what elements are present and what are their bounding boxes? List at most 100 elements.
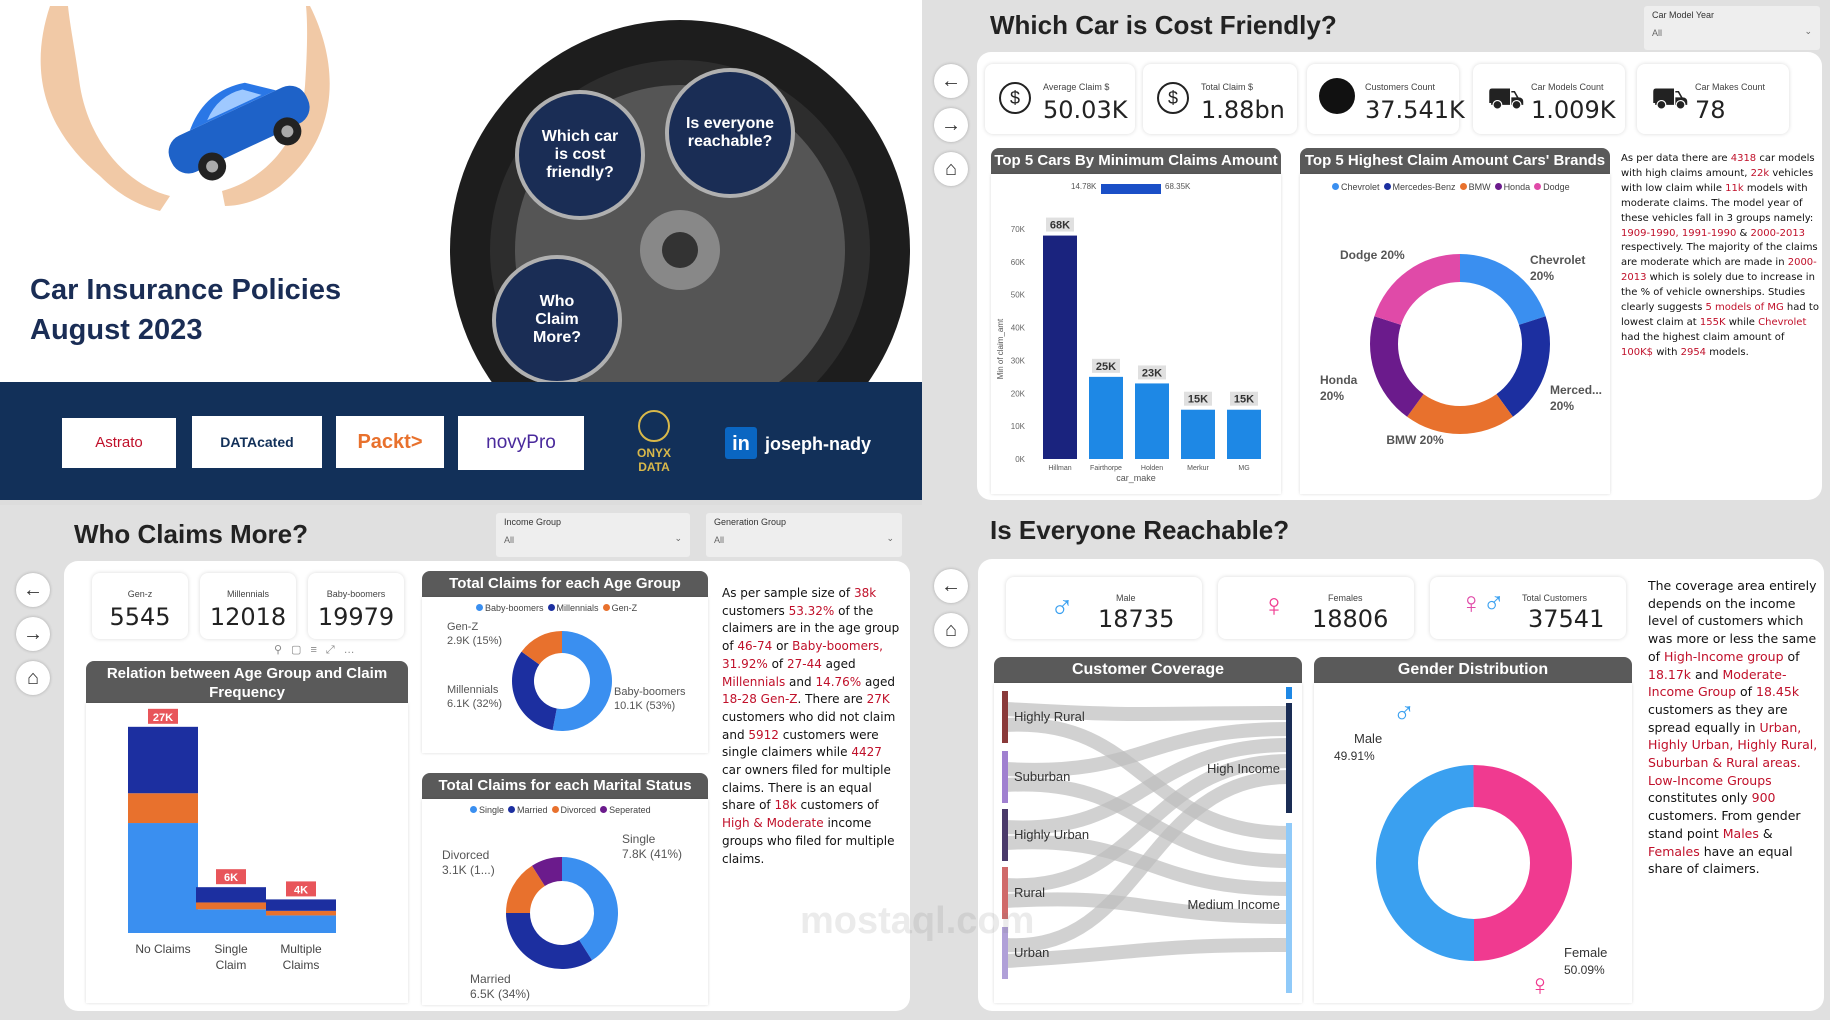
slice-label: Chevrolet (1530, 253, 1585, 267)
cost-friendly-card: $ Average Claim $50.03K $ Total Claim $1.8… (977, 52, 1822, 500)
legend-item[interactable]: Mercedes-Benz (1380, 182, 1456, 192)
range-slider[interactable]: 14.78K 68.35K (1071, 182, 1221, 196)
stack-segment (128, 793, 198, 824)
x-tick-label: Claim (216, 958, 247, 972)
forward-arrow-icon[interactable]: → (934, 108, 968, 142)
summary-text-run: . There are (797, 692, 867, 707)
summary-text-run: customers of (796, 798, 879, 813)
stacked-bar-chart: 27K No Claims 6K Single Claim 4K Multiple Claim… (128, 708, 336, 972)
sankey-link (1005, 738, 1290, 835)
y-tick-label: 10K (1011, 422, 1026, 431)
cost-friendly-title: Which Car is Cost Friendly? (990, 10, 1337, 40)
legend-item[interactable]: Divorced (548, 805, 596, 815)
donut-slice (1370, 316, 1424, 417)
donut-slice (1496, 316, 1550, 417)
data-label: 15K (1234, 394, 1254, 406)
visual-toolbar[interactable]: ⚲▢≡⤢… (274, 644, 364, 656)
generation-group-slicer[interactable]: Generation Group All ⌄ (706, 513, 902, 557)
donut-slice (562, 857, 618, 961)
slice-label: 50.09% (1564, 963, 1605, 977)
legend-item[interactable]: Dodge (1530, 182, 1570, 192)
sankey-node (1286, 687, 1292, 699)
summary-text-run: Baby-boomers, 31.92% (722, 639, 883, 671)
data-label: 68K (1050, 220, 1070, 232)
slice-label: Dodge 20% (1340, 248, 1405, 262)
y-tick-label: 70K (1011, 225, 1026, 234)
back-arrow-icon[interactable]: ← (934, 569, 968, 603)
dollar-icon: $ (1157, 82, 1189, 114)
car-model-year-slicer[interactable]: Car Model Year All ⌄ (1644, 6, 1820, 50)
sankey-link (1005, 717, 1290, 840)
back-arrow-icon[interactable]: ← (16, 573, 50, 607)
forward-arrow-icon[interactable]: → (16, 617, 50, 651)
legend-item[interactable]: Single (466, 805, 504, 815)
bubble-cost-friendly[interactable]: Which car is cost friendly? (515, 90, 645, 220)
stack-segment (266, 915, 336, 933)
reachable-summary: The coverage area entirely depends on th… (1648, 577, 1818, 878)
back-arrow-icon[interactable]: ← (934, 64, 968, 98)
summary-text-run: 53.32% (788, 603, 835, 618)
data-label-bg (1092, 358, 1120, 373)
bar (1227, 409, 1261, 459)
legend-item[interactable]: Gen-Z (599, 603, 637, 613)
sankey-node (1002, 809, 1008, 861)
legend-item[interactable]: Seperated (596, 805, 651, 815)
home-icon[interactable]: ⌂ (16, 661, 50, 695)
sankey-node-label: Urban (1014, 945, 1049, 960)
bubble-who-claims[interactable]: Who Claim More? (492, 255, 622, 385)
slice-label: BMW 20% (1386, 433, 1444, 447)
x-tick-label: Fairthorpe (1090, 465, 1122, 472)
gender-donut-body: ♂ ♀ Male 49.91% Female 50.09% (1314, 683, 1632, 1003)
summary-text-run: 1909-1990, 1991-1990 (1621, 227, 1737, 239)
summary-text-run: High-Income group (1664, 648, 1784, 664)
summary-text-run: 2000-2013 (1750, 227, 1806, 239)
summary-text-run: constitutes only (1648, 790, 1752, 806)
home-icon[interactable]: ⌂ (934, 613, 968, 647)
legend-item[interactable]: Chevrolet (1328, 182, 1380, 192)
income-group-slicer[interactable]: Income Group All ⌄ (496, 513, 690, 557)
donut-slice (521, 631, 562, 665)
summary-text-run: 18.45k (1756, 684, 1800, 700)
slice-label: 20% (1320, 389, 1344, 403)
data-label: 25K (1096, 361, 1116, 373)
summary-text-run: The coverage area entirely depends on th… (1648, 578, 1817, 664)
summary-text-run: & (1736, 227, 1751, 239)
stack-segment (196, 909, 266, 933)
sankey-node (1002, 751, 1008, 803)
data-label: 6K (224, 872, 238, 884)
linkedin-icon: in (725, 427, 757, 459)
slice-label: 6.1K (32%) (447, 698, 502, 710)
legend-item[interactable]: Millennials (544, 603, 599, 613)
home-icon[interactable]: ⌂ (934, 152, 968, 186)
legend-item[interactable]: Honda (1491, 182, 1530, 192)
kpi-total-claim: $ Total Claim $1.88bn (1143, 64, 1297, 134)
kpi-baby-boomers: Baby-boomers 19979 (308, 573, 404, 639)
sankey-link (1005, 938, 1290, 968)
legend-item[interactable]: Married (504, 805, 548, 815)
summary-text-run: and (1691, 666, 1723, 682)
sankey-node (1286, 823, 1292, 993)
data-label: 27K (153, 712, 173, 724)
legend-item[interactable]: BMW (1456, 182, 1491, 192)
legend-item[interactable]: Baby-boomers (472, 603, 544, 613)
data-label-bg (1230, 391, 1258, 406)
bar-chart: 0K 10K 20K 30K 40K 50K 60K 70K Min of claim_amt 6… (996, 217, 1261, 483)
bubble-reachable[interactable]: Is everyone reachable? (665, 68, 795, 198)
x-tick-label: Hillman (1048, 465, 1071, 472)
sankey-node (1286, 703, 1292, 813)
summary-text-run: 18k (774, 798, 797, 813)
age-legend: Baby-boomers Millennials Gen-Z (472, 603, 702, 613)
y-tick-label: 60K (1011, 258, 1026, 267)
kpi-millennials: Millennials 12018 (200, 573, 296, 639)
cost-friendly-summary: As per data there are 4318 car models wi… (1621, 152, 1819, 361)
brand-donut-chart: Chevrolet 20% Merced... 20% BMW 20% Honda 20% D… (1320, 248, 1602, 447)
sankey-node (1002, 927, 1008, 979)
bar (1181, 409, 1215, 459)
data-label-bg (1046, 217, 1074, 232)
summary-text-run: income groups who filed for multiple cla… (722, 816, 895, 866)
donut-chart-body: Chevrolet Mercedes-Benz BMW Honda Dodge Chev… (1300, 174, 1610, 494)
summary-text-run: of (1736, 684, 1757, 700)
slice-label: 49.91% (1334, 749, 1375, 763)
sankey-node (1002, 867, 1008, 919)
slice-label: 6.5K (34%) (470, 987, 530, 1001)
